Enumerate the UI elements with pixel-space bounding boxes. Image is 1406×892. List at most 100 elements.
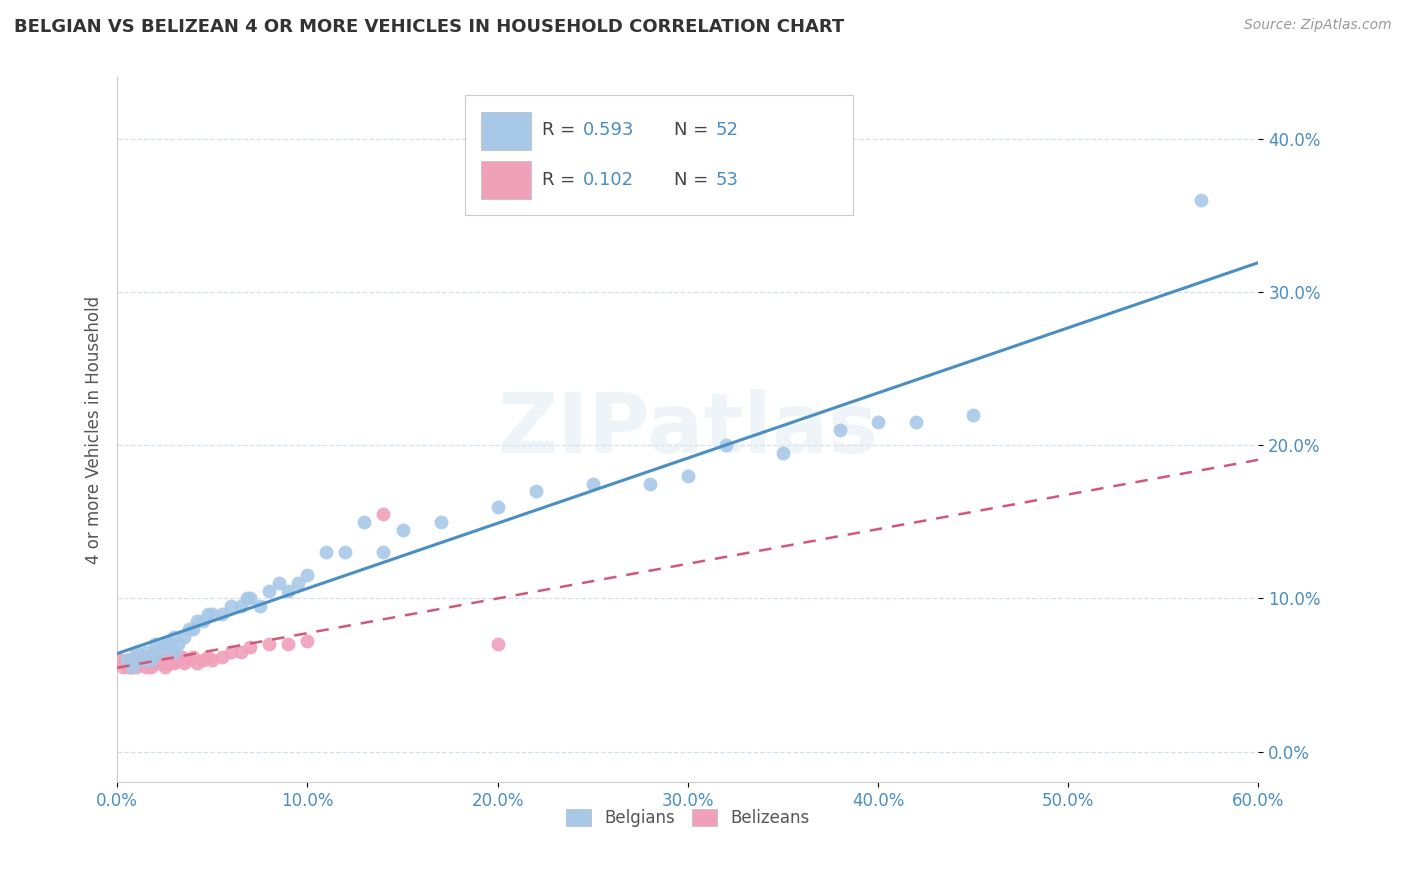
Legend: Belgians, Belizeans: Belgians, Belizeans	[560, 803, 815, 834]
Point	[181, 622, 204, 636]
Text: BELGIAN VS BELIZEAN 4 OR MORE VEHICLES IN HOUSEHOLD CORRELATION CHART: BELGIAN VS BELIZEAN 4 OR MORE VEHICLES I…	[14, 18, 845, 36]
Point	[143, 645, 166, 659]
Point	[153, 660, 176, 674]
Point	[131, 649, 153, 664]
Point	[676, 468, 699, 483]
Point	[373, 545, 395, 559]
Point	[373, 507, 395, 521]
Point	[191, 615, 214, 629]
Point	[153, 640, 176, 655]
Text: 52: 52	[716, 121, 738, 139]
Point	[141, 653, 163, 667]
Point	[142, 656, 165, 670]
Point	[239, 640, 262, 655]
Point	[159, 637, 181, 651]
Point	[197, 649, 219, 664]
Point	[524, 484, 547, 499]
Point	[486, 500, 509, 514]
Point	[335, 545, 357, 559]
Point	[229, 599, 252, 614]
Point	[201, 607, 224, 621]
Point	[297, 568, 319, 582]
Point	[235, 591, 257, 606]
Text: N =: N =	[673, 121, 714, 139]
Point	[143, 637, 166, 651]
Point	[120, 660, 142, 674]
Point	[211, 607, 233, 621]
Point	[905, 415, 928, 429]
Point	[486, 637, 509, 651]
Point	[170, 649, 193, 664]
Text: R =: R =	[541, 170, 581, 188]
Point	[259, 637, 281, 651]
Point	[125, 649, 148, 664]
Point	[121, 653, 143, 667]
Point	[173, 630, 195, 644]
Point	[141, 649, 163, 664]
Point	[173, 656, 195, 670]
Point	[287, 576, 309, 591]
Point	[121, 656, 143, 670]
Point	[148, 656, 170, 670]
Point	[117, 653, 139, 667]
Point	[197, 607, 219, 621]
Point	[429, 515, 451, 529]
Point	[111, 660, 134, 674]
Text: 53: 53	[716, 170, 738, 188]
Point	[828, 423, 851, 437]
Text: N =: N =	[673, 170, 714, 188]
Text: R =: R =	[541, 121, 581, 139]
Point	[186, 615, 208, 629]
Point	[148, 653, 170, 667]
FancyBboxPatch shape	[481, 112, 531, 150]
Point	[315, 545, 337, 559]
Point	[163, 645, 186, 659]
Point	[124, 656, 146, 670]
Point	[267, 576, 290, 591]
Point	[129, 653, 152, 667]
Point	[249, 599, 271, 614]
Point	[297, 634, 319, 648]
Point	[221, 599, 243, 614]
Point	[353, 515, 375, 529]
Point	[127, 656, 149, 670]
Point	[141, 660, 163, 674]
Point	[221, 645, 243, 659]
Point	[1189, 193, 1212, 207]
Point	[772, 446, 794, 460]
Point	[638, 476, 661, 491]
Point	[138, 653, 160, 667]
Point	[211, 649, 233, 664]
Point	[117, 660, 139, 674]
Point	[143, 653, 166, 667]
Point	[135, 660, 157, 674]
Point	[201, 653, 224, 667]
Point	[167, 637, 190, 651]
Point	[167, 653, 190, 667]
Point	[129, 653, 152, 667]
Point	[125, 645, 148, 659]
Point	[153, 637, 176, 651]
Point	[239, 591, 262, 606]
Text: 0.593: 0.593	[583, 121, 634, 139]
Point	[156, 656, 179, 670]
Point	[125, 660, 148, 674]
Text: Source: ZipAtlas.com: Source: ZipAtlas.com	[1244, 18, 1392, 32]
Point	[115, 653, 138, 667]
Point	[179, 622, 201, 636]
Text: 0.102: 0.102	[583, 170, 634, 188]
Point	[191, 653, 214, 667]
Point	[148, 645, 170, 659]
Point	[110, 653, 132, 667]
FancyBboxPatch shape	[481, 161, 531, 200]
Point	[135, 653, 157, 667]
Text: ZIPatlas: ZIPatlas	[498, 390, 879, 470]
Point	[186, 656, 208, 670]
Point	[114, 656, 136, 670]
Point	[159, 653, 181, 667]
Point	[163, 630, 186, 644]
Point	[179, 653, 201, 667]
FancyBboxPatch shape	[465, 95, 853, 215]
Point	[135, 653, 157, 667]
Point	[132, 653, 155, 667]
